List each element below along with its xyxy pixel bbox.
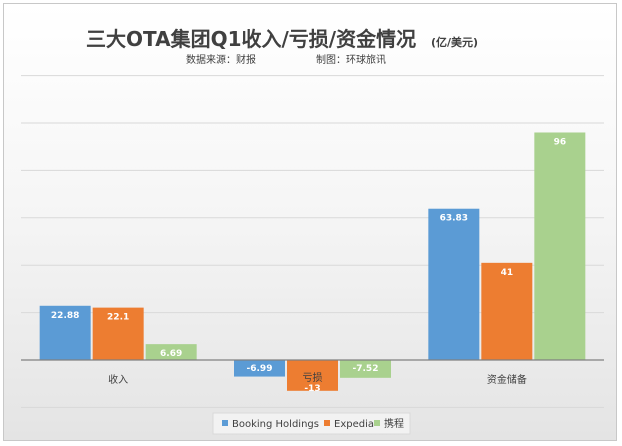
chart-title-unit: (亿/美元) bbox=[431, 35, 478, 49]
legend-swatch bbox=[222, 420, 228, 426]
category-labels: 收入 亏损 资金储备 bbox=[108, 371, 527, 386]
bar-1-1 bbox=[287, 360, 338, 391]
bar-2-0 bbox=[428, 208, 480, 360]
data-label: 22.88 bbox=[51, 311, 79, 321]
legend-box bbox=[212, 412, 411, 435]
chart-producer: 制图：环球旅讯 bbox=[316, 53, 386, 66]
data-label: 22.1 bbox=[107, 313, 129, 323]
category-label: 资金储备 bbox=[487, 373, 527, 386]
legend-label: 携程 bbox=[384, 417, 404, 430]
chart-source: 数据来源：财报 bbox=[186, 53, 256, 66]
legend-swatch bbox=[374, 420, 380, 426]
bar-0-2 bbox=[145, 344, 197, 360]
legend: Booking Holdings Expedia 携程 bbox=[212, 412, 411, 435]
data-label: -13 bbox=[304, 384, 320, 394]
data-label: -7.52 bbox=[353, 364, 379, 374]
data-label: 63.83 bbox=[440, 214, 468, 224]
category-label: 亏损 bbox=[303, 371, 323, 384]
chart-title: 三大OTA集团Q1收入/亏损/资金情况 bbox=[86, 27, 416, 51]
bar-0-0 bbox=[39, 305, 91, 360]
data-label: 41 bbox=[501, 268, 514, 278]
category-label: 收入 bbox=[108, 373, 128, 386]
bar-0-1 bbox=[92, 307, 144, 360]
legend-swatch bbox=[324, 420, 330, 426]
data-label: 96 bbox=[554, 137, 567, 147]
bars bbox=[39, 132, 586, 391]
data-labels: 22.88 22.1 6.69 -6.99 -13 -7.52 63.83 41 96 bbox=[51, 137, 566, 394]
chart-canvas: 三大OTA集团Q1收入/亏损/资金情况 (亿/美元) 数据来源：财报 制图：环球… bbox=[21, 27, 604, 435]
legend-label: Booking Holdings bbox=[232, 419, 319, 430]
chart-frame: 三大OTA集团Q1收入/亏损/资金情况 (亿/美元) 数据来源：财报 制图：环球… bbox=[3, 3, 617, 441]
legend-label: Expedia bbox=[334, 419, 374, 430]
data-label: 6.69 bbox=[160, 349, 182, 359]
bar-2-1 bbox=[481, 262, 533, 360]
data-label: -6.99 bbox=[247, 364, 273, 374]
bar-1-0 bbox=[234, 360, 285, 377]
bar-1-2 bbox=[340, 360, 391, 378]
bar-2-2 bbox=[534, 132, 586, 360]
